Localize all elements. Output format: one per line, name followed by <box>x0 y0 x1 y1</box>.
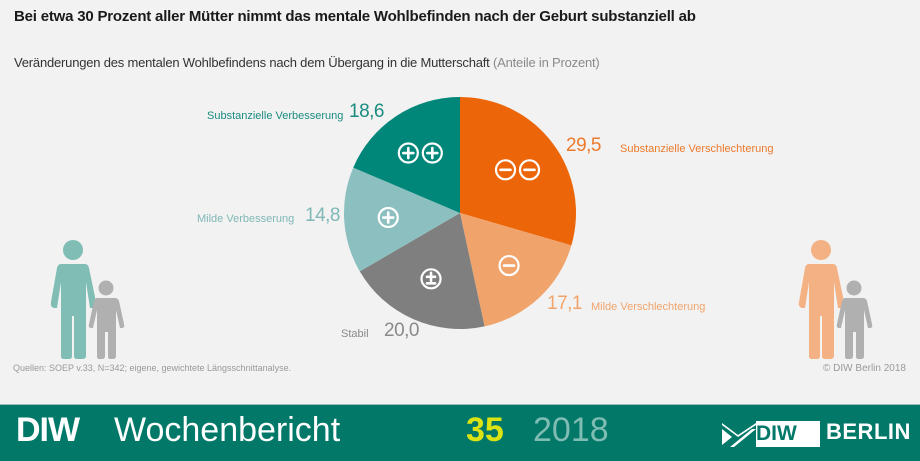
child-figure-icon <box>88 280 125 359</box>
mother-child-icon-right <box>798 240 873 359</box>
slice-label-substanzielle-verbesserung: Substanzielle Verbesserung <box>207 110 344 122</box>
slice-value-substanzielle-verschlechterung: 29,5 <box>566 135 601 156</box>
footer-brand: DIW <box>16 411 80 449</box>
slice-label-milde-verschlechterung: Milde Verschlechterung <box>591 301 706 313</box>
logo-berlin-text: BERLIN <box>826 419 911 444</box>
source-note: Quellen: SOEP v.33, N=342; eigene, gewic… <box>13 363 292 373</box>
subtitle-unit: (Anteile in Prozent) <box>493 55 600 70</box>
pie-slice-substanzielle-verschlechterung <box>460 97 576 246</box>
diw-logo-box: DIW <box>722 421 820 447</box>
pie-slice-milde-verbesserung <box>343 167 460 272</box>
copyright: © DIW Berlin 2018 <box>823 363 906 374</box>
plus-symbol-icon <box>377 206 399 229</box>
pie-chart <box>343 97 576 329</box>
minus-symbol-icon <box>518 159 541 181</box>
mother-child-icon-left <box>50 240 125 359</box>
footer-publication: Wochenbericht <box>114 411 341 449</box>
footer-year: 2018 <box>533 411 609 449</box>
pie-slice-substanzielle-verbesserung <box>353 97 460 213</box>
slice-label-substanzielle-verschlechterung: Substanzielle Verschlechterung <box>620 143 774 155</box>
subtitle-text: Veränderungen des mentalen Wohlbefindens… <box>14 55 490 70</box>
chart-title: Bei etwa 30 Prozent aller Mütter nimmt d… <box>14 8 696 25</box>
minus-symbol-icon <box>498 254 520 277</box>
minus-symbol-icon <box>494 159 517 181</box>
plus-minus-symbol-icon <box>420 268 442 290</box>
diw-logo-icon <box>722 421 756 447</box>
slice-value-stabil: 20,0 <box>384 320 419 341</box>
plus-symbol-icon <box>421 142 443 164</box>
slice-value-milde-verbesserung: 14,8 <box>305 205 340 226</box>
plus-symbol-icon <box>397 142 419 164</box>
footer-bar: DIW Wochenbericht 35 2018 DIW BERLIN <box>0 404 920 461</box>
adult-figure-icon <box>50 240 97 359</box>
slice-value-substanzielle-verbesserung: 18,6 <box>349 101 384 122</box>
adult-figure-icon <box>798 240 845 359</box>
slice-label-milde-verbesserung: Milde Verbesserung <box>197 213 295 225</box>
footer-issue: 35 <box>466 411 504 449</box>
pie-slice-milde-verschlechterung <box>460 213 572 327</box>
chart-subtitle: Veränderungen des mentalen Wohlbefindens… <box>14 55 600 70</box>
logo-diw-text: DIW <box>756 422 797 445</box>
slice-label-stabil: Stabil <box>341 328 369 340</box>
child-figure-icon <box>836 280 873 359</box>
pie-slice-stabil <box>359 213 485 329</box>
slice-value-milde-verschlechterung: 17,1 <box>547 293 582 314</box>
